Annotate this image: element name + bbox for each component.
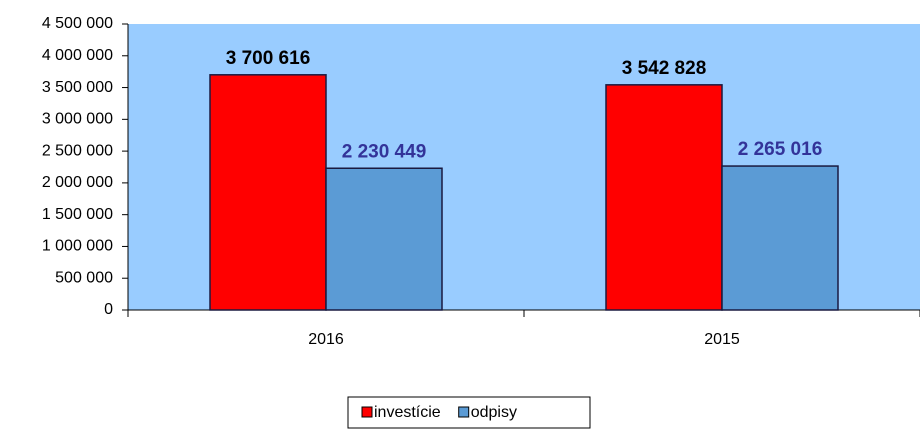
bar [605, 84, 723, 311]
y-tick-label: 2 000 000 [42, 174, 113, 191]
value-label: 2 265 016 [738, 139, 823, 160]
legend-label: odpisy [471, 404, 517, 421]
legend: investície odpisy [347, 396, 591, 429]
x-tick-label: 2016 [308, 331, 344, 348]
y-tick-label: 500 000 [55, 269, 113, 286]
x-tick-label: 2015 [704, 331, 740, 348]
bar [721, 165, 839, 311]
value-label: 2 230 449 [342, 141, 427, 162]
legend-swatch [361, 406, 373, 418]
y-tick-label: 1 000 000 [42, 238, 113, 255]
y-tick-label: 3 500 000 [42, 79, 113, 96]
bar [209, 74, 327, 311]
y-tick-label: 4 500 000 [42, 15, 113, 32]
value-label: 3 542 828 [622, 58, 707, 79]
y-tick-label: 2 500 000 [42, 142, 113, 159]
y-tick-label: 3 000 000 [42, 111, 113, 128]
legend-label: investície [374, 404, 441, 421]
value-label: 3 700 616 [226, 48, 311, 69]
legend-swatch [458, 406, 470, 418]
y-tick-label: 1 500 000 [42, 206, 113, 223]
y-tick-label: 0 [104, 301, 113, 318]
bar [325, 167, 443, 311]
y-tick-label: 4 000 000 [42, 47, 113, 64]
